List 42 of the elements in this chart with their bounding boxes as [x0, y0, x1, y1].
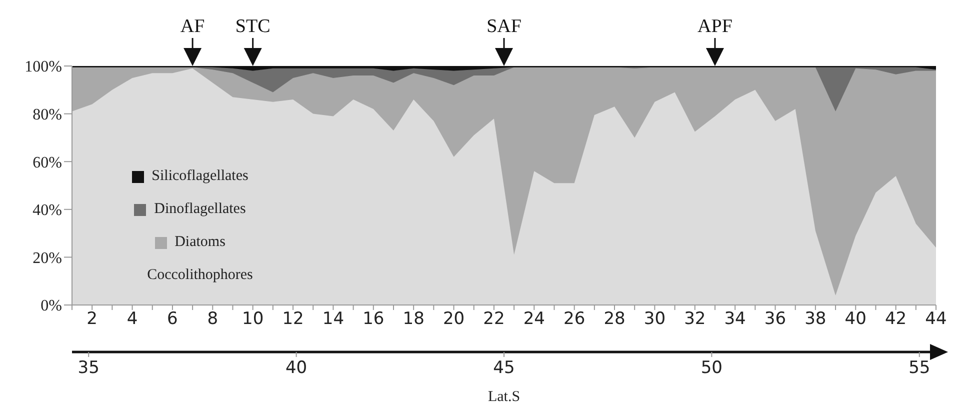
- x2-tick-label: 35: [78, 358, 100, 378]
- x2-tick-label: 45: [493, 358, 515, 378]
- x-tick-label: 32: [684, 309, 706, 330]
- annotation: APF: [698, 16, 732, 37]
- y-tick-label: 40%: [32, 202, 62, 220]
- x-tick-label: 10: [242, 309, 264, 330]
- x-tick-label: 14: [322, 309, 344, 330]
- x-tick-label: 22: [483, 309, 505, 330]
- x2-tick-label: 55: [908, 358, 930, 378]
- annotation: SAF: [486, 16, 522, 37]
- x-tick-label: 34: [724, 309, 746, 330]
- series-label: Coccolithophores: [147, 267, 253, 283]
- x-tick-label: 44: [925, 309, 947, 330]
- x-tick-label: 24: [523, 309, 545, 330]
- x-tick-label: 42: [884, 309, 907, 330]
- x-tick-label: 26: [564, 309, 586, 330]
- x-tick-label: 12: [282, 309, 304, 330]
- x-tick-label: 8: [207, 309, 218, 330]
- annotation: AF: [180, 16, 205, 37]
- x-tick-label: 16: [362, 309, 384, 330]
- legend-label: Diatoms: [174, 234, 226, 250]
- x-tick-label: 40: [844, 309, 866, 330]
- x-tick-label: 18: [402, 309, 424, 330]
- x2-tick-label: 40: [285, 358, 308, 378]
- x-tick-label: 36: [764, 309, 786, 330]
- legend-label: Silicoflagellates: [152, 168, 248, 184]
- y-tick-label: 0%: [40, 298, 62, 315]
- x-tick-label: 2: [86, 309, 98, 330]
- x-tick-label: 20: [442, 309, 465, 330]
- x-tick-label: 6: [167, 309, 178, 330]
- x2-axis-title: Lat.S: [488, 389, 520, 405]
- x-tick-label: 28: [604, 309, 626, 330]
- x2-tick-label: 50: [700, 358, 723, 378]
- y-tick-label: 80%: [32, 106, 62, 124]
- x-tick-label: 38: [804, 309, 826, 330]
- x-tick-label: 4: [126, 309, 138, 330]
- y-tick-label: 100%: [24, 58, 62, 76]
- annotation: STC: [235, 16, 270, 37]
- y-tick-label: 60%: [32, 154, 62, 172]
- y-tick-label: 20%: [32, 250, 62, 267]
- x-tick-label: 30: [644, 309, 666, 330]
- legend-label: Dinoflagellates: [154, 201, 246, 217]
